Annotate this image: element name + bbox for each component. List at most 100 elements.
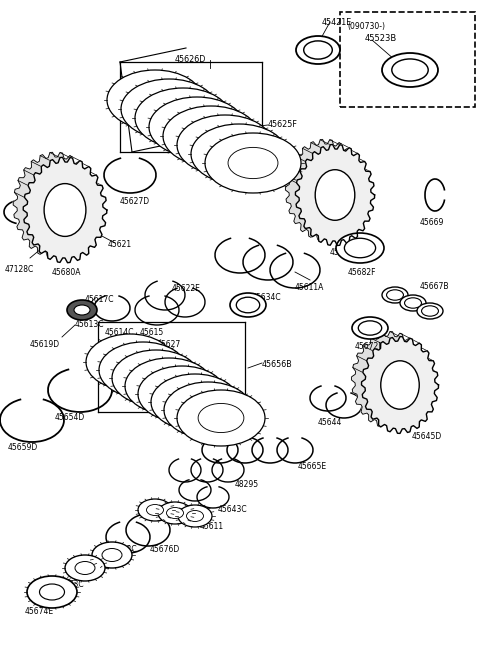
Text: 45626D: 45626D — [175, 55, 206, 64]
Ellipse shape — [187, 510, 204, 521]
Ellipse shape — [65, 555, 105, 581]
Ellipse shape — [146, 504, 164, 515]
Ellipse shape — [358, 321, 382, 335]
Ellipse shape — [121, 79, 217, 139]
Ellipse shape — [382, 287, 408, 303]
Text: 45614C: 45614C — [105, 328, 134, 337]
Ellipse shape — [44, 183, 86, 236]
Text: 45654D: 45654D — [55, 413, 85, 422]
Ellipse shape — [205, 133, 301, 193]
Ellipse shape — [144, 94, 194, 124]
Text: 45687B: 45687B — [330, 248, 360, 257]
Ellipse shape — [112, 350, 200, 406]
Ellipse shape — [158, 102, 208, 134]
Text: (090730-): (090730-) — [347, 22, 385, 31]
Ellipse shape — [172, 388, 218, 417]
Text: 45421E: 45421E — [322, 18, 352, 27]
Text: 45656B: 45656B — [262, 360, 293, 369]
Text: 47128C: 47128C — [5, 265, 34, 274]
Ellipse shape — [344, 238, 376, 258]
Ellipse shape — [75, 561, 95, 574]
Text: 45659D: 45659D — [8, 443, 38, 452]
Ellipse shape — [381, 361, 419, 409]
Ellipse shape — [178, 505, 212, 527]
Text: 45643C: 45643C — [218, 505, 248, 514]
Text: 45667B: 45667B — [420, 282, 449, 291]
Ellipse shape — [214, 138, 264, 170]
Polygon shape — [23, 157, 107, 263]
Ellipse shape — [400, 295, 426, 311]
Ellipse shape — [296, 36, 340, 64]
Ellipse shape — [138, 499, 172, 521]
Ellipse shape — [149, 97, 245, 157]
Ellipse shape — [74, 305, 90, 315]
Ellipse shape — [417, 303, 443, 319]
Text: 45665E: 45665E — [298, 462, 327, 471]
Text: 45672D: 45672D — [355, 342, 385, 351]
Ellipse shape — [172, 111, 222, 143]
Ellipse shape — [177, 390, 265, 446]
Ellipse shape — [315, 170, 355, 220]
Ellipse shape — [102, 548, 122, 561]
Ellipse shape — [336, 233, 384, 263]
Ellipse shape — [191, 124, 287, 184]
Text: 45625F: 45625F — [268, 120, 298, 129]
Ellipse shape — [92, 542, 132, 568]
Ellipse shape — [405, 298, 421, 309]
Text: 45652D: 45652D — [205, 418, 237, 427]
Ellipse shape — [164, 382, 252, 438]
Ellipse shape — [135, 88, 231, 148]
Text: 45619D: 45619D — [30, 340, 60, 349]
Ellipse shape — [27, 576, 77, 608]
Ellipse shape — [236, 297, 260, 313]
Text: 45617C: 45617C — [85, 295, 115, 304]
Ellipse shape — [67, 300, 97, 320]
Text: 45627: 45627 — [157, 340, 181, 349]
Ellipse shape — [177, 115, 273, 175]
Ellipse shape — [421, 306, 438, 316]
Ellipse shape — [99, 342, 187, 398]
Text: 45682F: 45682F — [348, 268, 376, 277]
Ellipse shape — [352, 317, 388, 339]
Ellipse shape — [107, 347, 153, 377]
Ellipse shape — [107, 70, 203, 130]
Text: 45676D: 45676D — [150, 545, 180, 554]
Text: 45634C: 45634C — [252, 293, 282, 302]
Text: 45523B: 45523B — [365, 34, 397, 43]
Text: 45674E: 45674E — [25, 607, 54, 616]
Text: 45615: 45615 — [140, 328, 164, 337]
Text: 45669: 45669 — [420, 218, 444, 227]
Ellipse shape — [130, 84, 180, 115]
Text: 45680A: 45680A — [52, 268, 82, 277]
Polygon shape — [13, 153, 97, 257]
Ellipse shape — [198, 403, 244, 432]
Ellipse shape — [125, 358, 213, 414]
Text: 45611: 45611 — [200, 522, 224, 531]
Text: 45645D: 45645D — [412, 432, 442, 441]
Text: 45673C: 45673C — [55, 580, 84, 589]
Ellipse shape — [167, 508, 183, 519]
Ellipse shape — [200, 130, 250, 160]
Ellipse shape — [151, 374, 239, 430]
Ellipse shape — [159, 379, 205, 409]
Text: 45627D: 45627D — [120, 197, 150, 206]
Bar — [340, 12, 475, 107]
Text: 45621: 45621 — [108, 240, 132, 249]
Text: 48295: 48295 — [235, 480, 259, 489]
Ellipse shape — [382, 53, 438, 87]
Ellipse shape — [186, 121, 236, 151]
Polygon shape — [351, 331, 429, 428]
Ellipse shape — [230, 293, 266, 317]
Ellipse shape — [138, 366, 226, 422]
Text: 45673C: 45673C — [108, 545, 138, 554]
Polygon shape — [286, 140, 365, 240]
Ellipse shape — [158, 502, 192, 524]
Ellipse shape — [392, 59, 428, 81]
Text: 45613C: 45613C — [75, 320, 105, 329]
Polygon shape — [361, 337, 439, 434]
Ellipse shape — [304, 41, 332, 59]
Ellipse shape — [228, 147, 278, 179]
Ellipse shape — [185, 396, 231, 424]
Ellipse shape — [146, 371, 192, 401]
Ellipse shape — [39, 584, 64, 600]
